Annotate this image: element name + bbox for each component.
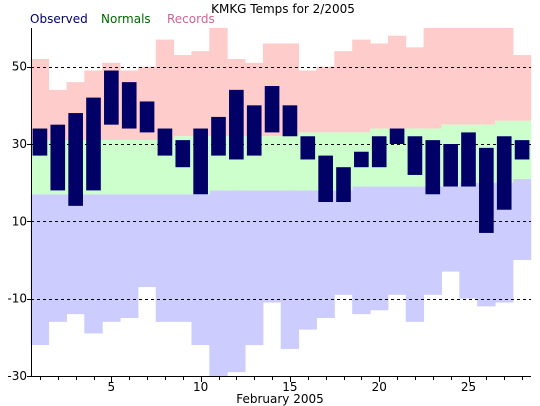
observed-bar [389, 128, 405, 144]
normal-bar [137, 140, 157, 195]
record-low-bar [405, 186, 425, 322]
record-low-bar [512, 178, 532, 260]
record-low-bar [334, 190, 353, 295]
record-low-bar [370, 186, 389, 311]
record-low-bars [30, 178, 532, 376]
record-low-bar [459, 182, 478, 299]
record-low-bar [120, 194, 139, 318]
observed-bar [121, 82, 137, 129]
record-high-bar [316, 66, 335, 133]
y-tick-label: -30 [7, 369, 27, 383]
record-high-bar [512, 55, 532, 121]
record-low-bar [495, 182, 514, 303]
observed-bar [211, 116, 226, 156]
legend-records: Records [167, 12, 215, 26]
normal-bar [280, 136, 300, 191]
record-low-bar [245, 190, 264, 346]
record-low-bar [173, 194, 192, 322]
record-high-bar [441, 28, 460, 125]
legend-observed: Observed [30, 12, 88, 26]
record-low-bar [155, 194, 175, 322]
observed-bar [282, 105, 298, 137]
observed-bar [479, 147, 494, 233]
legend-normals: Normals [101, 12, 151, 26]
record-low-bar [352, 186, 371, 315]
record-low-bar [102, 194, 121, 322]
record-high-bar [387, 35, 407, 129]
observed-bar [68, 113, 83, 206]
x-tick-label: 25 [461, 380, 476, 394]
record-low-bar [316, 190, 335, 318]
observed-bar [336, 167, 351, 202]
y-tick-label: 10 [12, 214, 27, 228]
record-high-bar [370, 43, 389, 129]
x-axis-label: February 2005 [236, 392, 324, 406]
tick-labels: 5 10 15 20 25 -30 -10 10 30 50 [7, 60, 476, 394]
record-high-bar [173, 55, 192, 137]
record-high-bar [405, 47, 425, 129]
tick-marks [27, 67, 523, 382]
x-tick-label: 20 [372, 380, 387, 394]
observed-bar [443, 144, 458, 187]
normal-bar [262, 136, 282, 191]
observed-bars [32, 70, 530, 233]
record-low-bar [209, 190, 228, 376]
observed-bar [371, 136, 387, 168]
observed-bar [264, 86, 280, 133]
record-high-bar [155, 39, 175, 141]
observed-bar [86, 97, 101, 191]
normal-bar [102, 140, 121, 195]
record-high-bar [423, 28, 442, 129]
record-high-bar [477, 28, 496, 125]
record-low-bar [387, 186, 407, 295]
record-low-bar [48, 194, 67, 322]
record-high-bar [495, 28, 514, 121]
record-high-bar [191, 51, 210, 137]
record-high-bar [459, 28, 478, 125]
record-low-bar [137, 194, 157, 288]
observed-bar [193, 128, 208, 195]
record-low-bar [298, 190, 317, 330]
record-high-bar [209, 28, 228, 137]
normal-bar [120, 140, 139, 195]
y-tick-label: 30 [12, 137, 27, 151]
y-tick-label: 50 [12, 60, 27, 74]
x-tick-label: 15 [282, 380, 297, 394]
observed-bar [354, 151, 369, 168]
record-high-bar [298, 70, 317, 133]
record-low-bar [227, 190, 246, 373]
observed-bar [139, 101, 155, 133]
observed-bar [50, 124, 66, 191]
observed-bar [407, 136, 423, 175]
observed-bar [246, 105, 262, 156]
observed-bar [32, 128, 48, 156]
record-low-bar [191, 194, 210, 346]
record-low-bar [84, 194, 103, 334]
axes [31, 28, 531, 377]
observed-bar [175, 140, 191, 168]
observed-bar [104, 70, 119, 125]
observed-bar [318, 155, 333, 202]
y-tick-label: -10 [7, 292, 27, 306]
observed-bar [300, 136, 316, 160]
record-low-bar [66, 194, 85, 315]
record-high-bar [352, 39, 371, 133]
record-low-bar [441, 186, 460, 272]
record-low-bar [30, 194, 50, 346]
record-high-bar [30, 58, 50, 141]
observed-bar [496, 136, 512, 210]
observed-bar [425, 140, 441, 195]
observed-bar [157, 128, 173, 156]
record-low-bar [280, 190, 300, 349]
chart-title: KMKG Temps for 2/2005 [211, 2, 355, 16]
observed-bar [514, 140, 530, 160]
observed-bar [229, 89, 244, 160]
x-tick-label: 10 [193, 380, 208, 394]
record-high-bar [334, 51, 353, 133]
record-low-bar [262, 190, 282, 303]
record-low-bar [423, 186, 442, 295]
x-tick-label: 5 [108, 380, 116, 394]
observed-bar [461, 132, 476, 187]
